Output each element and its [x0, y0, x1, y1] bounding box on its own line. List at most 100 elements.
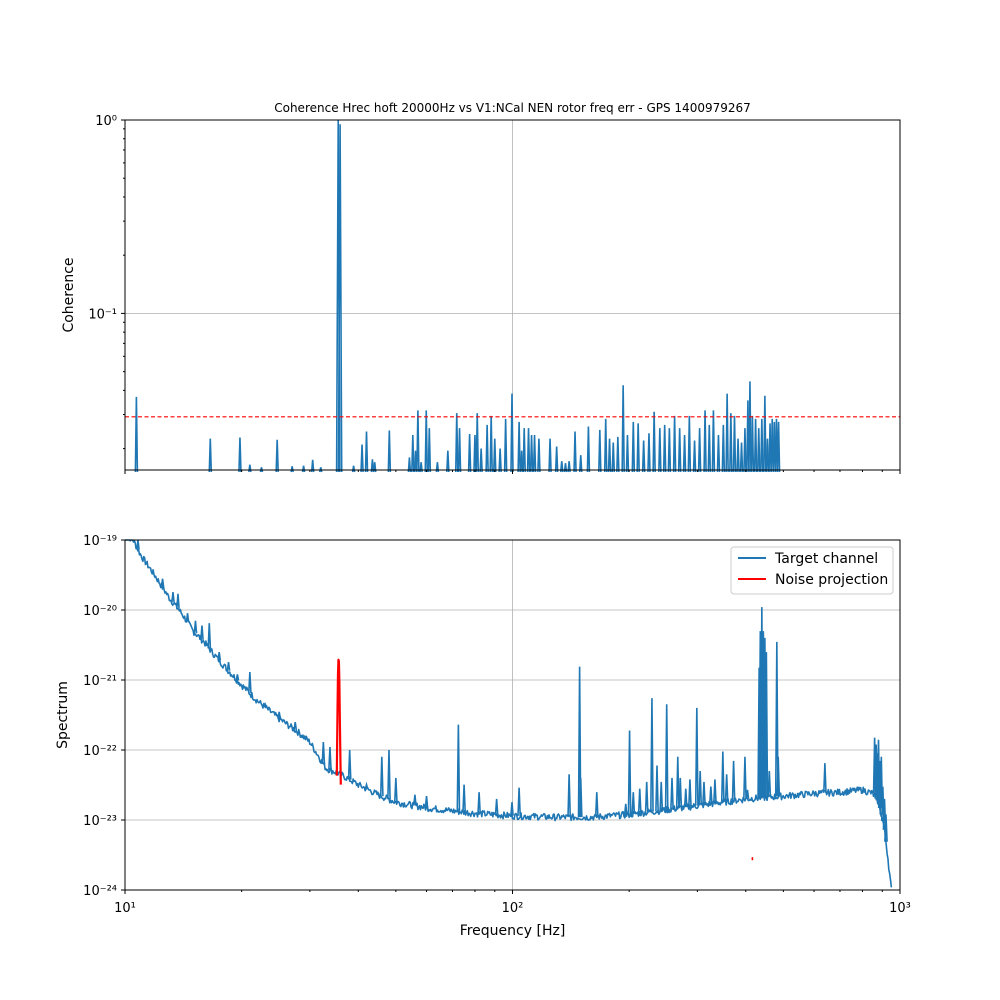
spectrum-ticks: 10¹ 10² 10³ 10⁻²⁴ 10⁻²³ 10⁻²² 10⁻²¹ 10⁻²⁰ 10⁻¹⁹: [83, 534, 911, 916]
coherence-peak: [554, 446, 559, 473]
spectrum-grid: [125, 540, 900, 890]
target-channel-peak: [578, 777, 583, 818]
x-tick-label: 10¹: [114, 901, 136, 916]
legend-label-noise: Noise projection: [775, 572, 888, 588]
coherence-peak: [427, 428, 432, 473]
coherence-peak: [598, 429, 602, 473]
target-channel-peak: [379, 756, 384, 797]
coherence-peak: [756, 428, 761, 473]
coherence-peak: [703, 410, 707, 473]
coherence-peak: [537, 438, 541, 473]
target-channel-peak: [277, 711, 282, 719]
target-channel-peak: [644, 781, 649, 813]
coherence-peak: [360, 444, 364, 473]
target-channel-peak: [594, 792, 599, 817]
target-channel-peak: [774, 641, 779, 797]
coherence-title: Coherence Hrec hoft 20000Hz vs V1:NCal N…: [274, 101, 751, 115]
target-channel-peak: [655, 765, 659, 811]
coherence-peak: [636, 423, 640, 473]
coherence-peak: [517, 421, 521, 473]
coherence-peak: [510, 393, 514, 473]
target-channel-peak: [702, 781, 706, 805]
target-channel-peak: [171, 592, 175, 603]
target-channel-peak: [387, 749, 391, 800]
coherence-peak: [743, 428, 747, 473]
coherence-peak: [567, 461, 571, 473]
coherence-peak: [662, 424, 667, 473]
coherence-peak: [763, 395, 767, 473]
coherence-peak: [753, 418, 758, 473]
coherence-peak: [711, 410, 716, 473]
coherence-peak: [208, 438, 213, 473]
target-channel-peak: [698, 771, 703, 806]
target-channel-peak: [456, 724, 461, 812]
coherence-peak: [238, 437, 242, 473]
target-channel-peak: [683, 788, 688, 808]
coherence-peak: [479, 448, 483, 473]
coherence-peak: [573, 431, 577, 473]
target-channel-peak: [623, 803, 628, 815]
target-channel-peak: [670, 777, 674, 810]
coherence-peak: [748, 381, 752, 473]
target-channel-peak: [263, 702, 268, 708]
target-channel-peak: [176, 593, 180, 609]
coherence-peak: [621, 385, 625, 473]
target-channel-peak: [567, 774, 572, 818]
coherence-peak: [697, 428, 702, 473]
y-tick-label: 10⁻²⁴: [83, 884, 117, 899]
coherence-peak: [532, 435, 537, 473]
coherence-peak: [522, 428, 526, 473]
target-channel-peak: [731, 760, 736, 801]
coherence-peak: [424, 410, 429, 473]
coherence-ticks: 10⁻¹ 10⁰: [88, 114, 901, 474]
target-channel-peak: [664, 704, 669, 810]
coherence-peak: [548, 438, 552, 473]
coherence-peak: [611, 442, 616, 473]
target-channel-peak: [494, 798, 499, 815]
target-channel-peak: [413, 794, 417, 806]
coherence-peak: [364, 431, 369, 473]
coherence-peak: [457, 428, 462, 473]
coherence-peak: [765, 438, 770, 473]
coherence-peak: [372, 462, 377, 473]
target-channel-peak: [462, 784, 466, 813]
coherence-peak: [492, 438, 497, 473]
coherence-peak: [768, 423, 772, 473]
legend-box: [730, 546, 894, 595]
coherence-peak: [586, 426, 591, 473]
y-tick-label: 10⁻¹: [88, 307, 117, 322]
target-channel-peak: [510, 802, 514, 816]
coherence-peak: [603, 418, 608, 473]
target-channel-peak: [193, 620, 198, 634]
target-channel-peak: [745, 789, 750, 799]
coherence-peak: [275, 439, 279, 473]
coherence-peak: [413, 450, 418, 473]
target-channel-peak: [764, 652, 769, 798]
coherence-peak: [732, 415, 737, 473]
target-channel-peak: [776, 756, 781, 797]
target-channel-peak: [247, 671, 252, 694]
spectrum-panel: 10¹ 10² 10³10⁻²⁴10⁻²³10⁻²²10⁻²¹10⁻²⁰10⁻¹⁹ …: [55, 534, 911, 939]
coherence-peak: [770, 418, 775, 473]
spectrum-y-axis-label: Spectrum: [55, 681, 71, 749]
target-channel-peak: [217, 652, 222, 661]
target-channel-peak: [720, 751, 725, 803]
target-channel-peak: [424, 795, 429, 808]
target-channel-peak: [364, 781, 369, 790]
coherence-peak: [667, 428, 672, 473]
coherence-peak: [134, 396, 139, 473]
target-channel-peak: [328, 747, 332, 770]
target-channel-peak: [637, 788, 642, 814]
target-channel-peak: [724, 774, 729, 802]
coherence-peak: [498, 448, 502, 473]
y-tick-label: 10⁻²⁰: [83, 604, 117, 619]
coherence-peak: [435, 462, 440, 473]
noise-projection-line: [335, 658, 342, 785]
coherence-peak: [578, 455, 583, 473]
target-channel-peak: [650, 698, 654, 812]
coherence-peak: [641, 440, 646, 473]
target-channel-peak: [577, 666, 582, 818]
spectrum-plot: [125, 539, 893, 888]
target-channel-peak: [200, 625, 204, 640]
